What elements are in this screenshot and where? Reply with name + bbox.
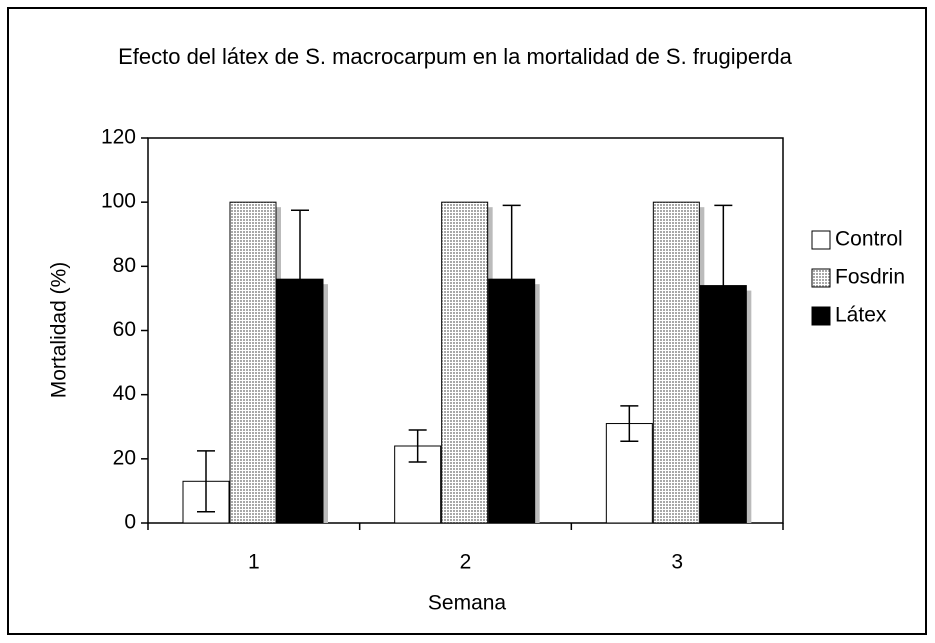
y-tick-label: 100 xyxy=(101,190,136,213)
y-axis-label: Mortalidad (%) xyxy=(48,262,71,399)
legend-swatch xyxy=(811,306,831,326)
y-tick-label: 60 xyxy=(113,318,136,341)
legend-label: Control xyxy=(835,228,903,251)
bar xyxy=(488,278,536,524)
bar xyxy=(441,201,489,524)
y-tick-label: 20 xyxy=(113,446,136,469)
y-tick-label: 0 xyxy=(124,511,136,534)
bar xyxy=(652,201,700,524)
y-tick-label: 120 xyxy=(101,126,136,149)
error-bar xyxy=(197,450,215,513)
error-bar xyxy=(408,429,427,463)
chart-title: Efecto del látex de S. macrocarpum en la… xyxy=(118,44,792,69)
legend-swatch xyxy=(811,230,831,250)
bar xyxy=(229,201,277,524)
x-tick-label: 1 xyxy=(248,551,260,574)
error-bar xyxy=(291,209,309,349)
legend-label: Fosdrin xyxy=(835,266,905,289)
error-bar xyxy=(714,204,733,367)
bar xyxy=(276,278,324,524)
y-tick-label: 40 xyxy=(113,382,136,405)
legend-swatch xyxy=(811,268,831,288)
error-bar xyxy=(620,405,639,442)
x-axis-label: Semana xyxy=(428,592,507,615)
x-tick-label: 2 xyxy=(460,551,472,574)
error-bar xyxy=(502,204,521,354)
legend-label: Látex xyxy=(835,304,887,327)
x-tick-label: 3 xyxy=(671,551,683,574)
y-tick-label: 80 xyxy=(113,254,136,277)
